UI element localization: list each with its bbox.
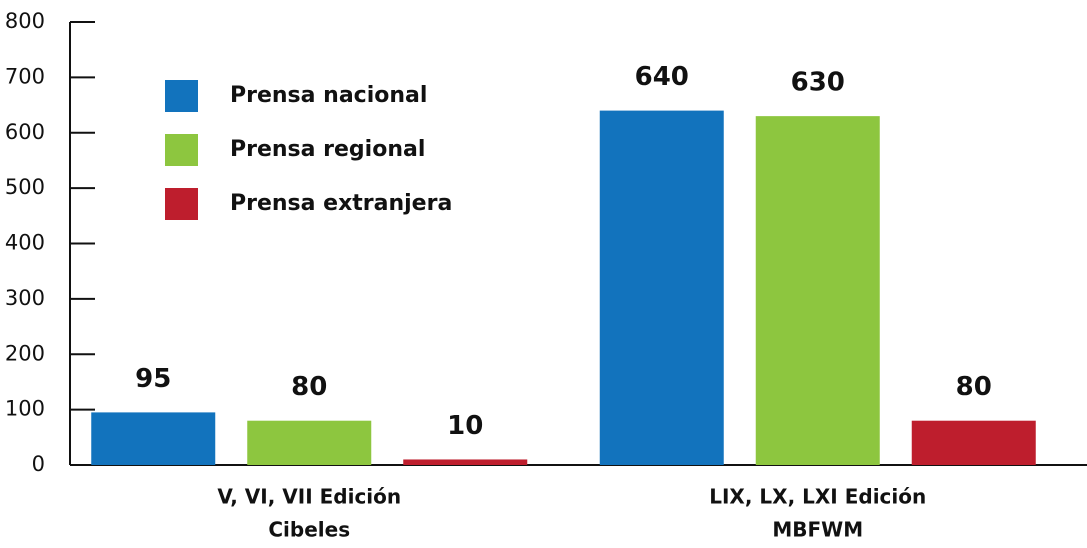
y-tick-label: 700 xyxy=(5,64,45,88)
x-tick-label: V, VI, VII Edición xyxy=(217,485,401,509)
bar xyxy=(755,116,880,465)
legend-label: Prensa extranjera xyxy=(230,191,452,216)
y-tick-label: 600 xyxy=(5,120,45,144)
value-label: 630 xyxy=(791,68,845,98)
y-tick-label: 200 xyxy=(5,341,45,365)
y-tick-label: 300 xyxy=(5,286,45,310)
x-tick-label: LIX, LX, LXI Edición xyxy=(709,485,926,509)
value-label: 640 xyxy=(635,62,689,92)
legend-swatch xyxy=(165,134,198,166)
legend-label: Prensa regional xyxy=(230,137,425,162)
y-tick-label: 100 xyxy=(5,397,45,421)
bar xyxy=(403,459,528,465)
y-tick-label: 400 xyxy=(5,231,45,255)
legend-swatch xyxy=(165,188,198,220)
x-tick-label: Cibeles xyxy=(268,518,350,542)
bar xyxy=(911,420,1036,465)
legend-label: Prensa nacional xyxy=(230,83,427,108)
y-tick-label: 0 xyxy=(32,452,45,476)
bar xyxy=(91,412,216,465)
value-label: 80 xyxy=(956,372,992,402)
x-tick-label: MBFWM xyxy=(772,518,863,542)
legend-swatch xyxy=(165,80,198,112)
value-label: 10 xyxy=(447,411,483,441)
y-tick-label: 500 xyxy=(5,175,45,199)
value-label: 95 xyxy=(135,364,171,394)
bar xyxy=(247,420,372,465)
y-tick-label: 800 xyxy=(5,9,45,33)
bar xyxy=(599,110,724,465)
value-label: 80 xyxy=(291,372,327,402)
